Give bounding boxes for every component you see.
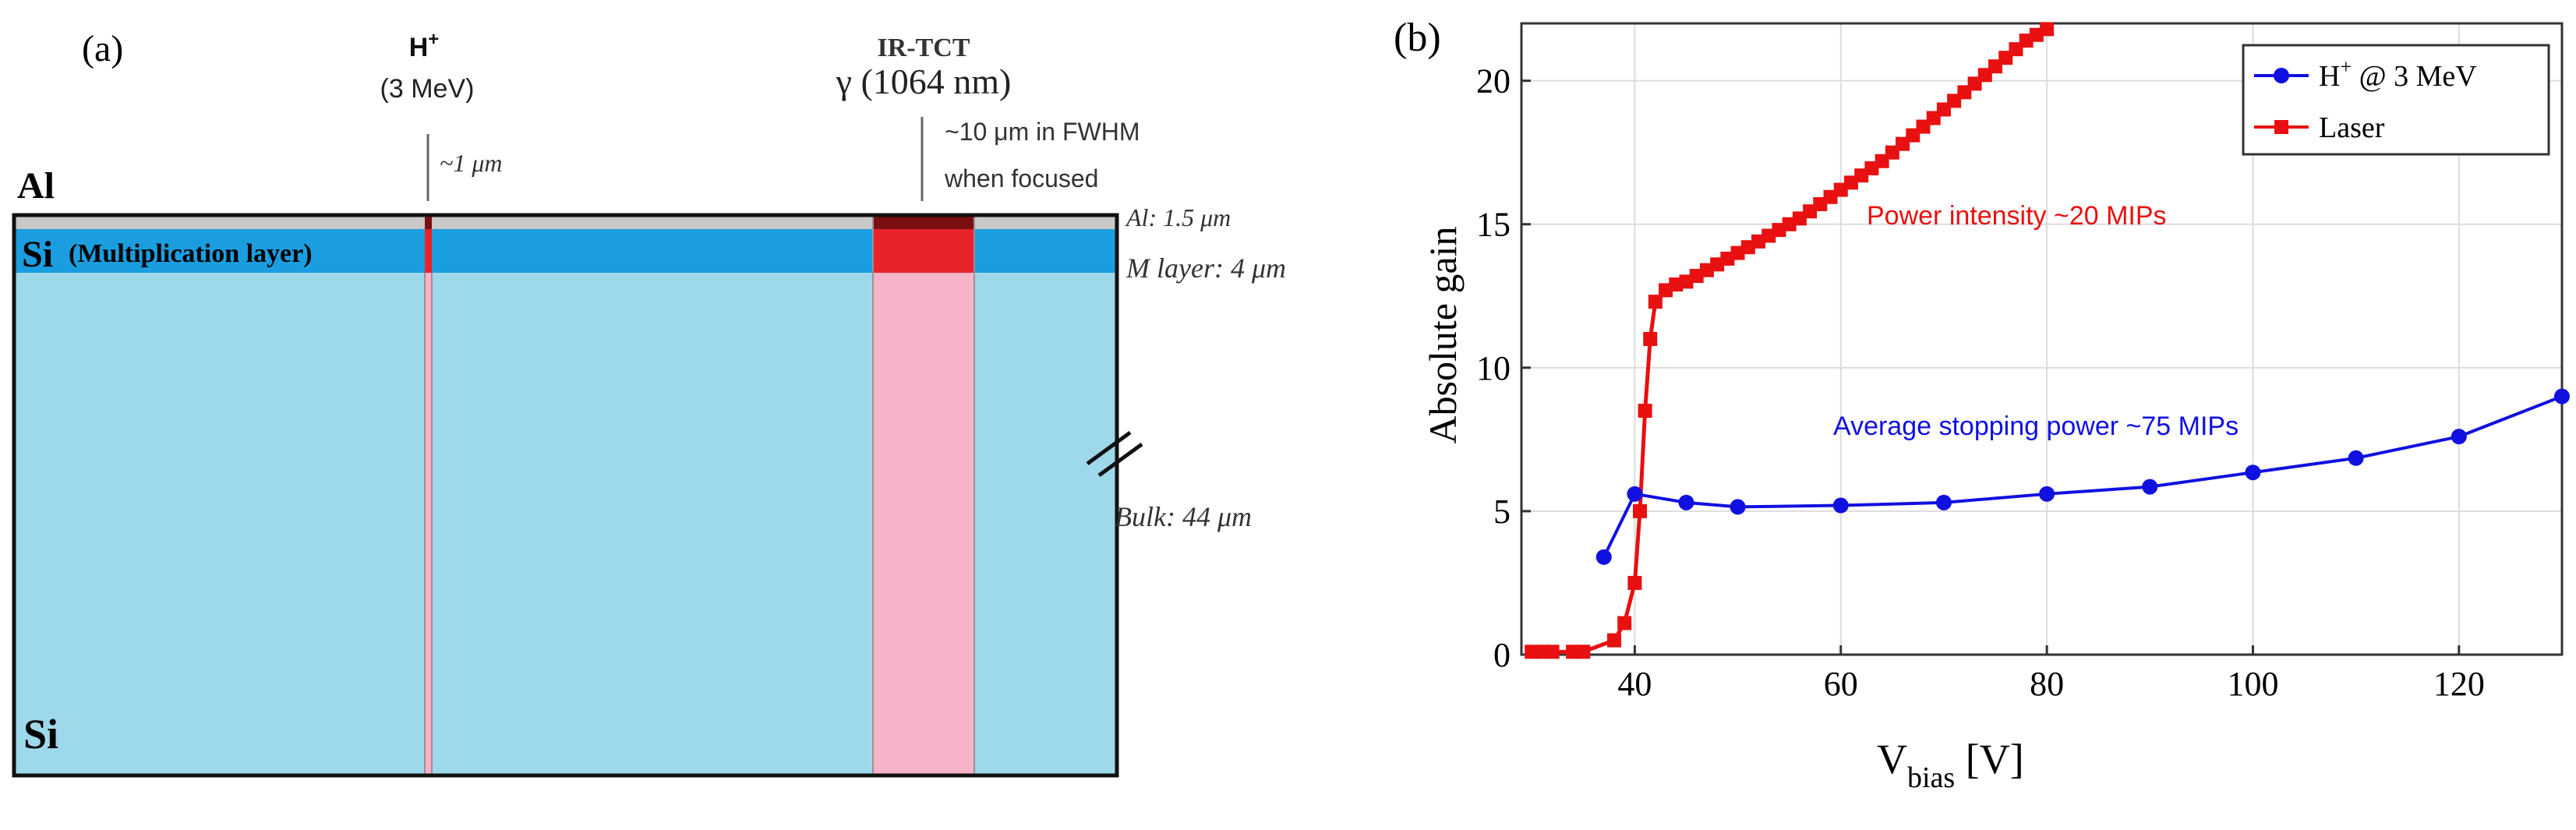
- y-axis-label: Absolute gain: [1421, 226, 1465, 443]
- y-tick-label: 10: [1476, 349, 1511, 387]
- data-point-laser: [1617, 616, 1632, 630]
- legend-label-laser: Laser: [2319, 111, 2385, 144]
- data-point-laser: [2040, 22, 2055, 37]
- laser-beam-mult: [873, 229, 974, 273]
- m-thickness: M layer: 4 μm: [1125, 253, 1286, 284]
- proton-beam-bulk: [425, 273, 432, 775]
- series-line-proton: [1602, 394, 2563, 558]
- laser-spot-line2: when focused: [944, 164, 1098, 192]
- data-point-laser: [1606, 633, 1621, 648]
- proton-name: H+: [409, 29, 440, 62]
- laser-beam-al: [873, 215, 974, 229]
- legend: H+ @ 3 MeV Laser: [2242, 44, 2550, 156]
- data-point-laser: [1638, 404, 1652, 419]
- annotation-laser: Power intensity ~20 MIPs: [1867, 201, 2167, 231]
- data-point-proton: [2348, 450, 2364, 466]
- data-point-laser: [1627, 575, 1642, 590]
- panel-b-label: (b): [1394, 16, 1441, 60]
- data-point-proton: [1730, 499, 1746, 515]
- data-point-proton: [2554, 388, 2570, 404]
- data-point-proton: [2451, 429, 2467, 445]
- x-tick-label: 100: [2227, 665, 2278, 703]
- x-tick-label: 40: [1617, 665, 1652, 703]
- laser-wavelength: γ (1064 nm): [836, 62, 1012, 101]
- data-point-laser: [1576, 645, 1591, 659]
- device-outline: [12, 213, 1119, 778]
- data-point-laser: [1643, 332, 1658, 346]
- data-point-laser: [1545, 645, 1560, 659]
- x-tick-label: 80: [2030, 665, 2064, 703]
- data-point-proton: [2039, 486, 2055, 502]
- data-point-proton: [1832, 497, 1849, 514]
- data-point-laser: [1648, 295, 1663, 309]
- panel-a-label: (a): [82, 28, 123, 69]
- proton-spot-label: ~1 μm: [440, 149, 502, 177]
- legend-marker-proton: [2274, 68, 2289, 83]
- y-tick-label: 0: [1493, 636, 1511, 674]
- al-label: Al: [17, 165, 55, 207]
- laser-beam-bulk: [873, 273, 974, 775]
- legend-marker-laser: [2274, 120, 2288, 134]
- y-tick-label: 15: [1476, 206, 1511, 244]
- al-layer: [14, 215, 1117, 229]
- mult-si-label: Si: [22, 234, 53, 275]
- x-tick-label: 120: [2433, 665, 2485, 703]
- legend-box: [2242, 44, 2550, 156]
- al-thickness: Al: 1.5 μm: [1125, 203, 1231, 231]
- data-point-proton: [1935, 494, 1952, 510]
- x-tick-label: 60: [1824, 665, 1858, 703]
- data-point-proton: [1678, 494, 1694, 510]
- data-point-proton: [2142, 479, 2158, 495]
- data-point-proton: [1627, 486, 1643, 502]
- data-series: [1525, 22, 2570, 659]
- panel-a: (a) Al Si (Multiplication layer) Si H+ (…: [12, 28, 1286, 778]
- bulk-thickness: Bulk: 44 μm: [1115, 501, 1252, 532]
- y-tick-label: 20: [1476, 62, 1511, 101]
- break-mark-1: [1086, 430, 1132, 466]
- data-point-laser: [1633, 503, 1648, 518]
- laser-spot-line1: ~10 μm in FWHM: [945, 118, 1140, 146]
- proton-beam-al: [425, 215, 432, 229]
- panel-b: (b) 40 60 80 100 120 0 5 10 15 20 Power intensity…: [1394, 16, 2570, 794]
- bulk-si-label: Si: [23, 711, 58, 758]
- annotation-proton: Average stopping power ~75 MIPs: [1833, 411, 2239, 441]
- data-point-proton: [2245, 464, 2261, 481]
- legend-label-proton: H+ @ 3 MeV: [2319, 55, 2477, 93]
- x-axis-label: Vbias [V]: [1877, 736, 2024, 794]
- break-mark-2: [1097, 442, 1143, 478]
- proton-beam-mult: [425, 229, 432, 273]
- data-point-proton: [1595, 549, 1612, 565]
- mult-layer-label: (Multiplication layer): [69, 239, 313, 268]
- proton-energy: (3 MeV): [380, 74, 475, 104]
- laser-name: IR-TCT: [877, 34, 970, 62]
- axis-ticks: 40 60 80 100 120 0 5 10 15 20: [1476, 62, 2485, 703]
- y-tick-label: 5: [1493, 493, 1511, 531]
